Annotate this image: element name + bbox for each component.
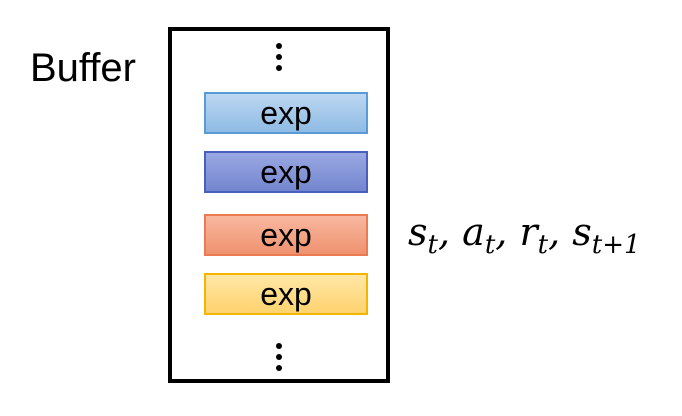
transition-tuple: st, at, rt, st+1	[408, 210, 641, 260]
buffer-label: Buffer	[30, 46, 136, 90]
comma-separator: ,	[548, 210, 561, 254]
state-symbol: s	[408, 210, 428, 254]
reward-subscript: t	[537, 230, 549, 260]
ellipsis-bottom-icon	[276, 343, 282, 371]
action-symbol: a	[462, 210, 485, 254]
reward-symbol: r	[519, 210, 538, 254]
experience-block-2: exp	[204, 151, 368, 193]
action-subscript: t	[484, 230, 496, 260]
buffer-box: exp exp exp exp	[168, 27, 390, 383]
ellipsis-top-icon	[276, 43, 282, 71]
state-subscript: t	[427, 230, 438, 260]
experience-block-4: exp	[204, 273, 368, 315]
next-state-symbol: s	[572, 210, 592, 254]
next-state-subscript: t+1	[591, 230, 641, 260]
comma-separator: ,	[437, 210, 451, 254]
comma-separator: ,	[495, 210, 508, 254]
experience-block-3: exp	[204, 214, 368, 256]
experience-block-1: exp	[204, 92, 368, 134]
